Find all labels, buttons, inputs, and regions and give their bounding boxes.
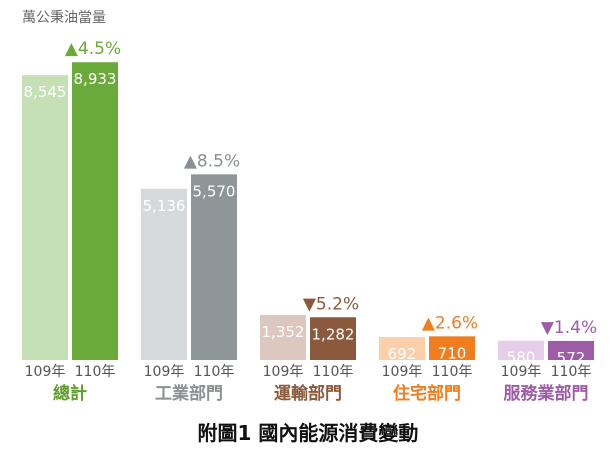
bar-109	[498, 340, 544, 360]
year-label-110: 110年	[194, 364, 235, 380]
year-label-109: 109年	[501, 364, 542, 380]
value-label-109: 8,545	[24, 83, 67, 101]
value-label-110: 5,570	[193, 182, 236, 200]
change-label: ▲8.5%	[184, 151, 240, 171]
chart-caption: 附圖1 國內能源消費變動	[198, 421, 419, 445]
bar-109	[22, 75, 68, 361]
value-label-109: 580	[507, 349, 536, 367]
category-label: 運輸部門	[274, 383, 342, 404]
category-label: 工業部門	[155, 383, 223, 404]
bar-110	[429, 336, 475, 360]
year-label-109: 109年	[25, 364, 66, 380]
year-label-109: 109年	[263, 364, 304, 380]
category-label: 總計	[53, 383, 87, 404]
value-label-109: 692	[388, 345, 417, 363]
bar-109	[260, 314, 306, 360]
bar-110	[310, 317, 356, 360]
change-label: ▼1.4%	[541, 318, 597, 338]
year-label-109: 109年	[144, 364, 185, 380]
unit-label: 萬公秉油當量	[22, 10, 106, 26]
year-label-109: 109年	[382, 364, 423, 380]
year-label-110: 110年	[551, 364, 592, 380]
value-label-110: 1,282	[312, 325, 355, 343]
bar-110	[191, 174, 237, 360]
value-label-110: 572	[557, 349, 586, 367]
bar-109	[141, 188, 187, 360]
value-label-110: 710	[438, 344, 467, 362]
change-label: ▼5.2%	[303, 294, 359, 314]
bar-109	[379, 336, 425, 360]
year-label-110: 110年	[432, 364, 473, 380]
value-label-109: 1,352	[262, 323, 305, 341]
bar-110	[72, 62, 118, 360]
category-label: 住宅部門	[393, 383, 461, 404]
bar-110	[548, 340, 594, 360]
year-label-110: 110年	[75, 364, 116, 380]
year-label-110: 110年	[313, 364, 354, 380]
category-label: 服務業部門	[504, 383, 589, 404]
change-label: ▲4.5%	[65, 39, 121, 59]
change-label: ▲2.6%	[422, 313, 478, 333]
value-label-110: 8,933	[74, 70, 117, 88]
value-label-109: 5,136	[143, 197, 186, 215]
